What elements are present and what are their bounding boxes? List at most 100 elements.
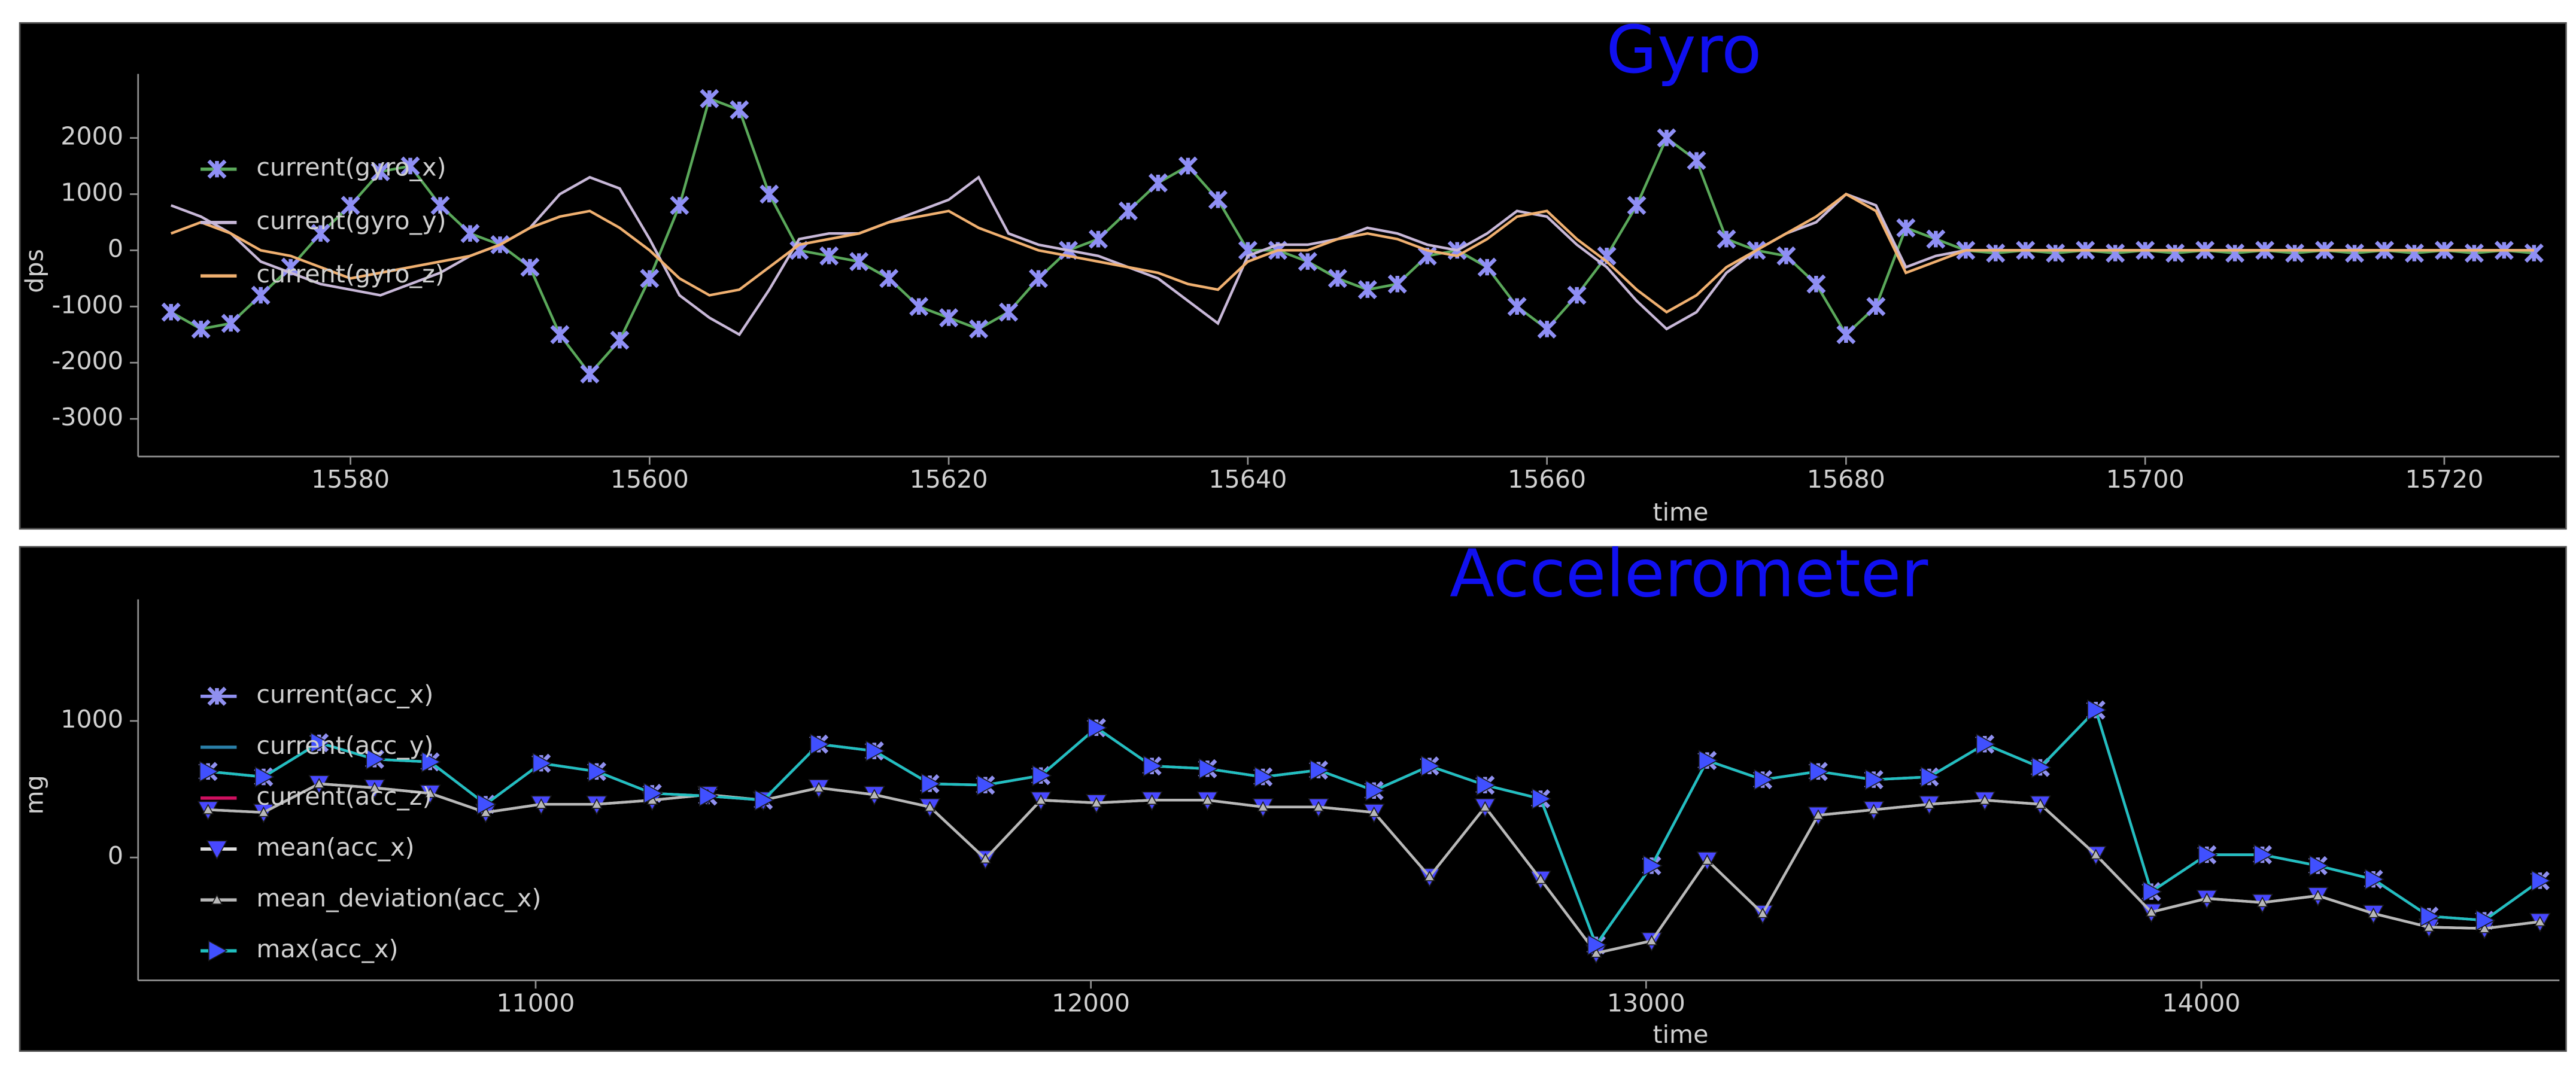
marker [1868,804,1880,814]
marker [1979,794,1991,805]
marker [979,853,992,864]
legend-label: current(gyro_z) [256,260,444,288]
marker [698,785,719,807]
marker [1806,274,1826,294]
marker [1365,780,1385,802]
marker [1923,798,1936,809]
marker [643,783,663,804]
y-tick-label: 0 [108,841,123,870]
marker [2165,244,2185,263]
marker [670,196,689,215]
marker [1298,252,1317,272]
marker [588,760,608,783]
marker [2478,922,2490,933]
marker [424,787,436,798]
y-axis-label: dps [20,249,49,293]
marker [550,325,570,345]
marker [1643,854,1663,877]
marker [810,733,830,755]
marker [1590,947,1602,958]
marker [2087,699,2107,721]
marker [819,246,839,266]
marker [2090,848,2102,860]
panel [19,22,2567,530]
marker [2344,244,2365,263]
legend-label: current(gyro_x) [256,153,446,182]
marker [1146,794,1158,805]
marker [999,302,1019,322]
marker [2106,244,2125,263]
marker [2365,868,2384,890]
marker [2309,854,2329,877]
marker [1657,128,1676,148]
legend-label: max(acc_x) [256,935,398,963]
marker [2031,756,2052,778]
marker [369,781,381,793]
marker [1201,794,1214,805]
legend-marker [207,686,227,706]
x-tick-label: 12000 [1052,989,1130,1018]
marker [2046,244,2065,263]
marker [1479,801,1491,812]
marker [2420,905,2440,927]
marker [754,789,774,811]
legend-marker [208,940,228,962]
x-tick-label: 15580 [311,465,390,494]
marker [1532,788,1552,810]
plot-area [197,699,2551,965]
x-axis-label: time [1652,1020,1708,1049]
marker [730,100,749,120]
marker [1368,806,1380,817]
marker [2475,909,2496,931]
marker [1118,201,1138,221]
marker [921,773,941,795]
marker [257,806,270,817]
marker [191,319,211,339]
series-line [170,192,2534,314]
marker [1310,759,1330,781]
marker [1143,755,1163,777]
marker [1387,274,1407,294]
marker [1896,218,1916,238]
marker [2423,921,2435,932]
marker [311,224,330,244]
marker [2312,890,2324,900]
marker [868,789,880,799]
marker [221,314,241,333]
marker [161,302,181,322]
marker [924,801,936,812]
marker [2464,244,2484,263]
x-tick-label: 15700 [2106,465,2185,494]
marker [1986,244,2006,263]
marker [199,760,219,783]
marker [2534,915,2546,927]
marker [2256,896,2268,908]
y-axis-label: mg [20,775,49,814]
marker [430,196,450,215]
marker [2253,844,2274,866]
marker [1627,196,1647,215]
marker [1198,757,1219,780]
y-tick-label: -1000 [51,290,123,319]
marker [535,798,547,809]
marker [865,740,886,762]
marker [969,319,989,339]
marker [2198,844,2218,866]
y-tick-label: 1000 [60,178,123,206]
marker [976,774,997,796]
legend-marker [207,159,227,179]
marker [813,781,825,793]
marker [251,285,271,305]
marker [460,224,480,244]
x-tick-label: 15720 [2405,465,2483,494]
x-tick-label: 15640 [1208,465,1287,494]
marker [1809,760,1830,783]
marker [1257,801,1269,812]
marker [254,766,275,788]
marker [580,364,600,384]
marker [370,162,390,181]
marker [366,748,386,770]
marker [2404,244,2425,263]
marker [640,269,660,288]
